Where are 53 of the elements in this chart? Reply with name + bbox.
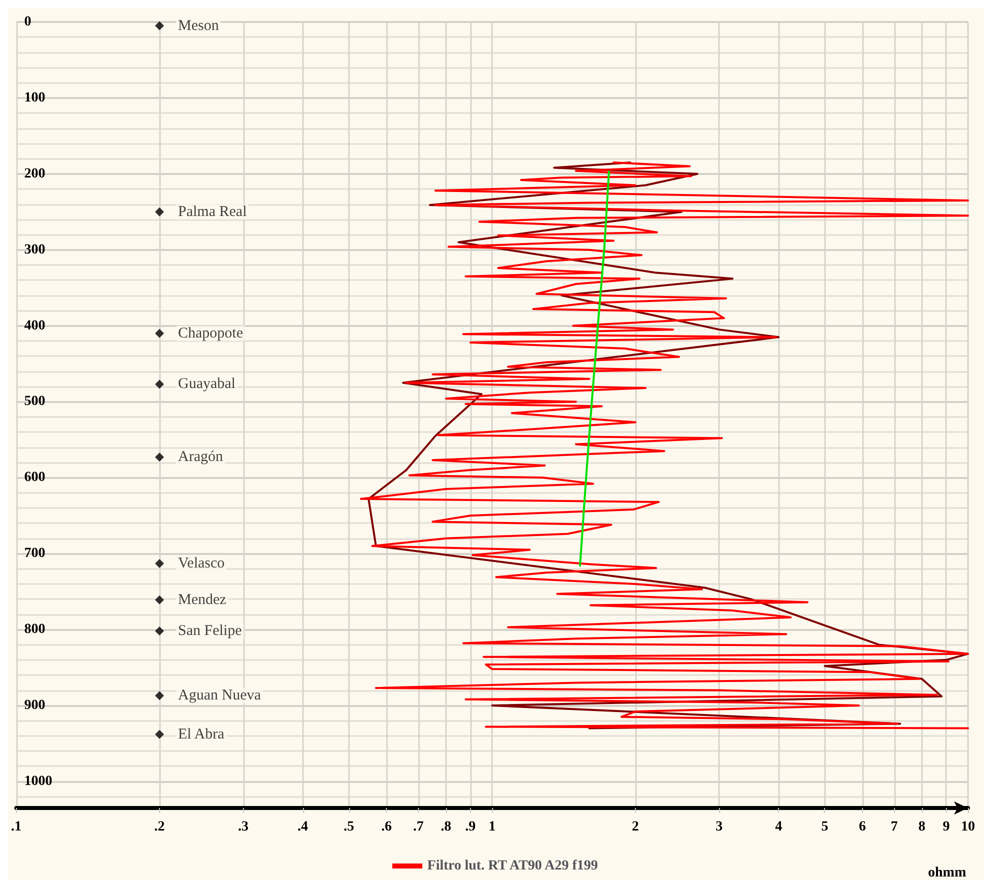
annotation: Chapopote [178,325,244,342]
y-tick-label: 600 [24,470,46,486]
y-tick-label: 300 [24,242,46,258]
x-tick-label: .9 [465,820,476,834]
point [155,328,164,338]
annotation: Mendez [178,592,227,608]
x-tick-label: 8 [918,820,926,834]
annotation: Aguan Nueva [178,688,262,704]
x-tick-label: .7 [413,820,424,834]
y-tick-label: 0 [24,14,32,30]
x-tick-label: 9 [942,820,950,834]
x-tick-label: 2 [632,820,639,834]
legend-label: Filtro lut. RT AT90 A29 f199 [427,858,598,874]
x-axis-title: ohmm [928,866,966,880]
x-tick-label: 4 [775,820,782,834]
point [155,207,164,216]
x-tick-label: 10 [961,820,975,834]
point [155,595,164,604]
x-tick-label: 7 [890,820,898,834]
x-tick-label: .4 [298,820,308,834]
annotation: Meson [178,18,220,34]
x-tick-label: .5 [344,820,354,834]
y-tick-label: 500 [24,394,46,410]
annotation: El Abra [178,726,225,742]
annotation: Velasco [178,555,225,572]
x-tick-label: .3 [238,820,249,834]
x-tick-label: .8 [440,820,452,834]
annotation: San Felipe [178,623,242,640]
point [155,730,164,739]
point [155,558,164,568]
x-tick-label: 5 [821,820,828,834]
y-tick-label: 700 [24,546,46,562]
y-tick-label: 400 [24,318,46,334]
x-tick-label: 6 [858,820,866,834]
y-tick-label: 800 [24,622,46,638]
annotation: Aragón [178,449,224,466]
x-tick-label: .1 [11,820,22,834]
x-tick-label: .6 [381,820,392,834]
x-tick-label: .2 [154,820,165,834]
x-tick-label: 1 [488,820,496,834]
point [155,626,164,636]
y-tick-label: 900 [24,698,46,713]
annotation: Guayabal [178,376,236,392]
line-series [579,170,610,567]
point [155,21,164,30]
x-tick-label: 3 [716,820,723,834]
y-tick-label: 200 [24,166,46,182]
y-tick-label: 1000 [24,774,52,789]
y-tick-label: 100 [24,90,46,106]
point [155,380,164,389]
annotation: Palma Real [178,204,247,220]
point [155,691,164,700]
point [155,452,164,462]
